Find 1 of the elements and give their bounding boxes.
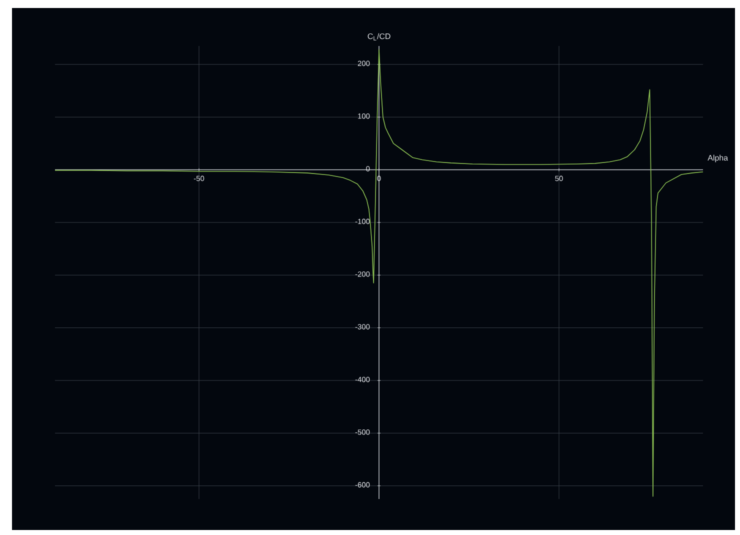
line-series xyxy=(54,49,704,497)
